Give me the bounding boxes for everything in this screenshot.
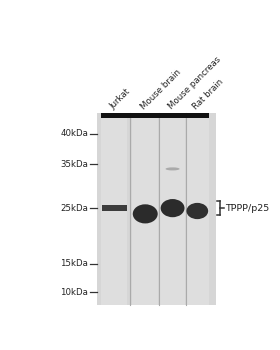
- Text: TPPP/p25: TPPP/p25: [225, 204, 269, 213]
- Bar: [101, 113, 127, 305]
- Text: 35kDa: 35kDa: [60, 160, 88, 169]
- Ellipse shape: [161, 199, 185, 217]
- Ellipse shape: [165, 167, 180, 170]
- Bar: [132, 113, 158, 305]
- Text: Mouse pancreas: Mouse pancreas: [166, 55, 222, 111]
- Text: 25kDa: 25kDa: [60, 204, 88, 213]
- Text: 10kDa: 10kDa: [60, 288, 88, 297]
- Bar: [97, 113, 216, 305]
- Bar: [160, 113, 185, 305]
- Bar: [102, 205, 127, 211]
- Bar: [186, 113, 209, 305]
- Ellipse shape: [186, 203, 208, 219]
- Bar: [101, 113, 209, 118]
- Ellipse shape: [133, 204, 158, 223]
- Text: 15kDa: 15kDa: [60, 259, 88, 268]
- Text: Rat brain: Rat brain: [191, 77, 225, 111]
- Text: Mouse brain: Mouse brain: [139, 68, 183, 111]
- Text: 40kDa: 40kDa: [60, 129, 88, 138]
- Text: Jurkat: Jurkat: [108, 87, 132, 111]
